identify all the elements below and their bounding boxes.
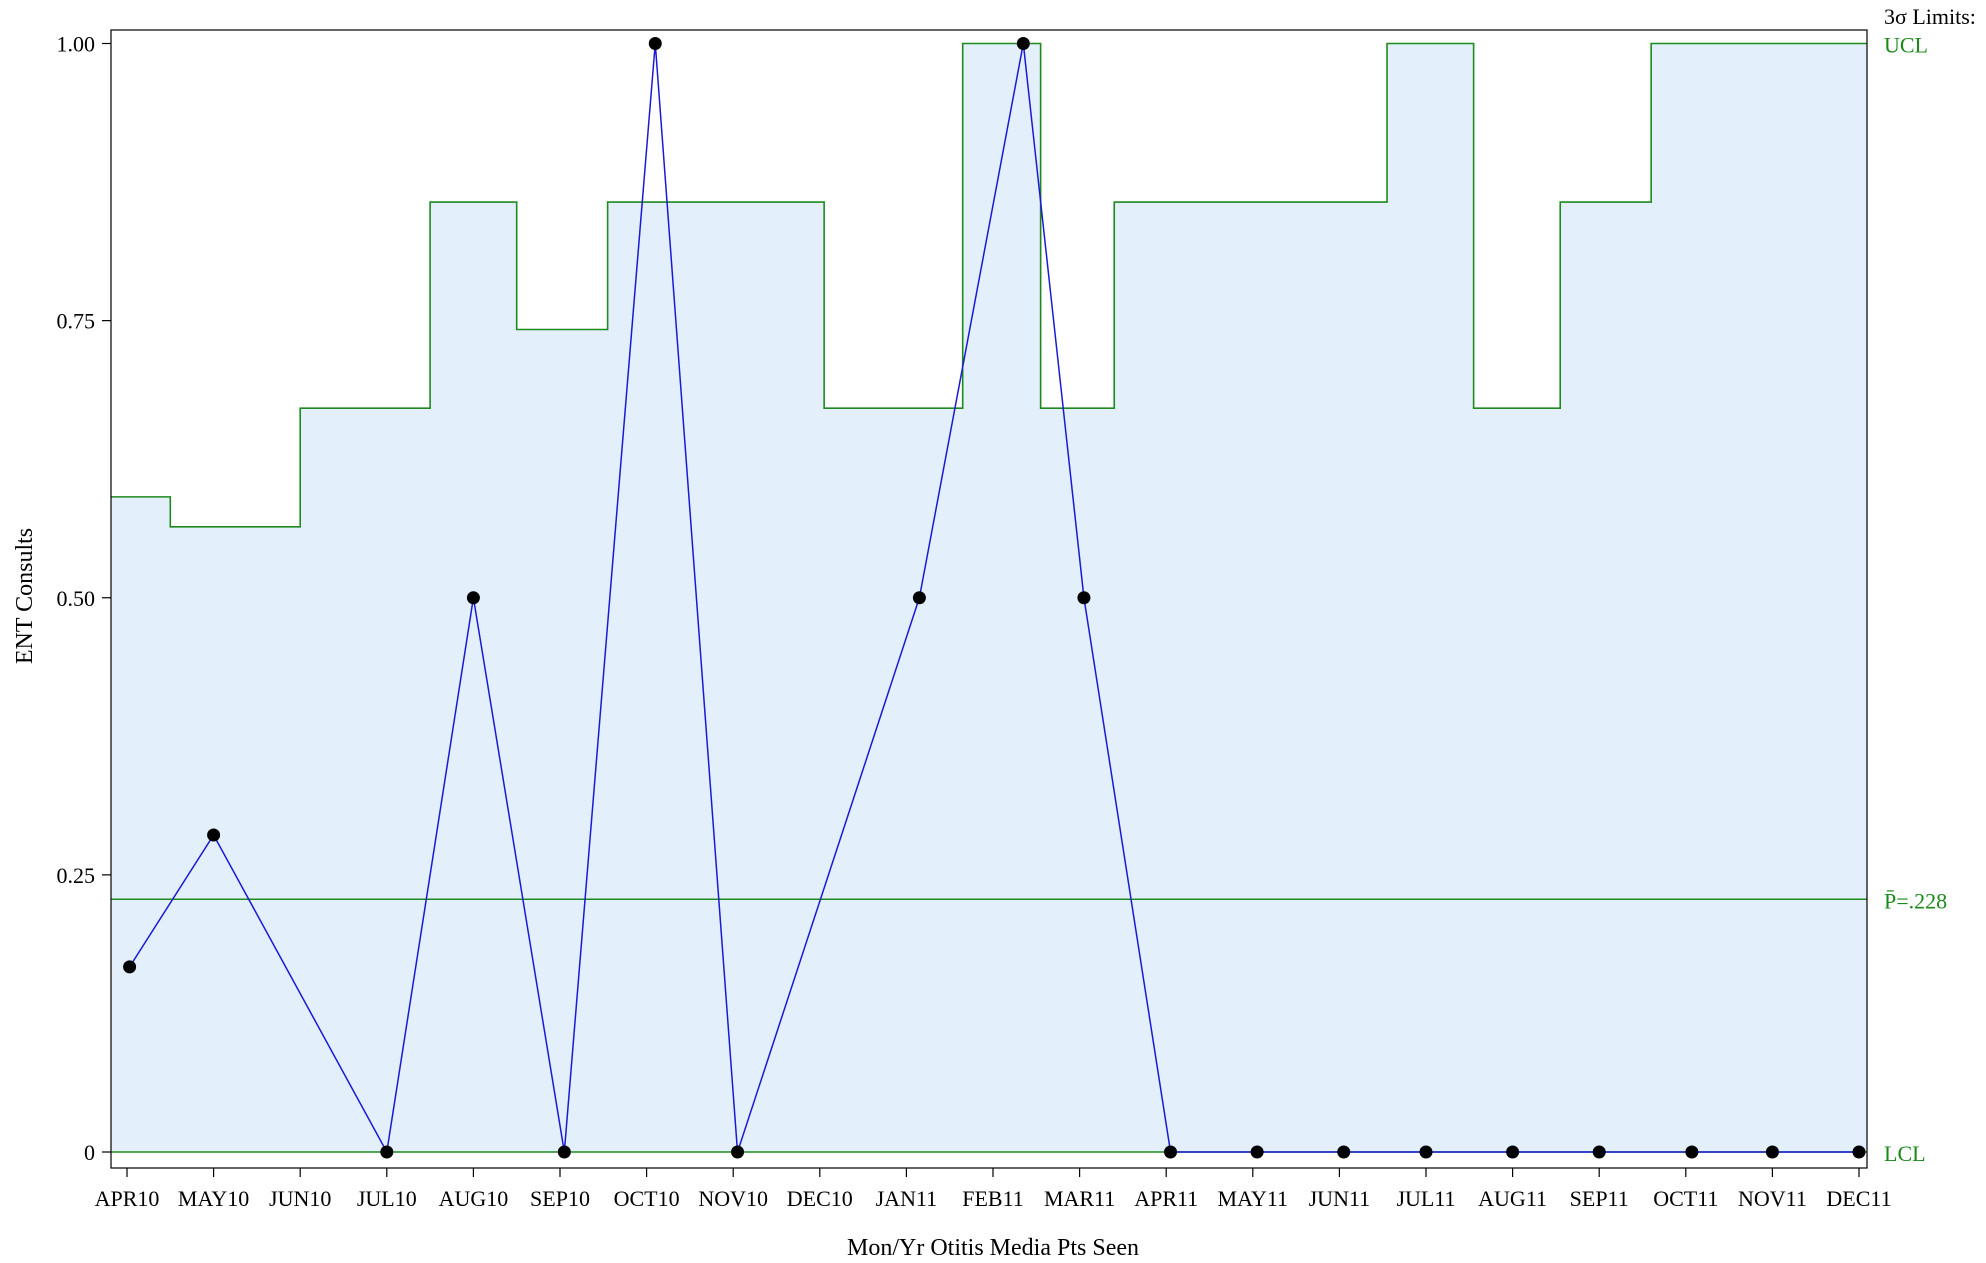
- x-tick-label: NOV11: [1738, 1186, 1807, 1211]
- x-tick-label: MAY10: [178, 1186, 249, 1211]
- data-point: [648, 37, 662, 50]
- x-tick-label: MAR11: [1044, 1186, 1115, 1211]
- x-tick-label: APR10: [95, 1186, 160, 1211]
- data-point: [1419, 1145, 1433, 1159]
- data-point: [1337, 1145, 1351, 1159]
- lcl-label: LCL: [1884, 1141, 1926, 1166]
- data-point: [1506, 1145, 1520, 1159]
- x-tick-label: AUG11: [1478, 1186, 1547, 1211]
- x-tick-label: JUN10: [269, 1186, 331, 1211]
- x-tick-label: DEC10: [787, 1186, 853, 1211]
- data-point: [912, 591, 926, 605]
- data-point: [1592, 1145, 1606, 1159]
- x-tick-label: JUN11: [1309, 1186, 1371, 1211]
- data-series: [123, 37, 1866, 1159]
- control-limit-band: [111, 43, 1867, 1152]
- x-tick-label: JAN11: [876, 1186, 938, 1211]
- ucl-line: [111, 42, 1867, 528]
- data-point: [557, 1145, 571, 1159]
- data-point: [731, 1145, 745, 1159]
- data-point: [1164, 1145, 1178, 1159]
- y-tick-label: 1.00: [57, 32, 96, 57]
- x-tick-label: APR11: [1134, 1186, 1198, 1211]
- x-tick-label: JUL10: [357, 1186, 417, 1211]
- x-tick-label: OCT10: [614, 1186, 680, 1211]
- y-tick-label: 0.25: [57, 863, 96, 888]
- axes: 0 0.25 0.50 0.75 1.00 APR10 MAY10 JUN10 JUL10 AUG…: [57, 32, 1892, 1212]
- center-line-label: P̄=.228: [1884, 888, 1947, 913]
- x-tick-label: OCT11: [1653, 1186, 1718, 1211]
- data-point: [123, 960, 137, 974]
- x-tick-label: NOV10: [698, 1186, 768, 1211]
- x-tick-label: AUG10: [439, 1186, 509, 1211]
- y-tick-label: 0: [84, 1140, 95, 1165]
- ucl-label: UCL: [1884, 33, 1928, 58]
- data-point: [1250, 1145, 1264, 1159]
- data-point: [466, 591, 480, 605]
- plot-frame: [110, 29, 1868, 1169]
- limits-title: 3σ Limits:: [1884, 4, 1976, 29]
- x-tick-label: JUL11: [1396, 1186, 1455, 1211]
- data-point: [207, 828, 221, 842]
- y-tick-label: 0.50: [57, 586, 96, 611]
- y-axis-label: ENT Consults: [12, 528, 38, 664]
- data-point: [1016, 37, 1030, 50]
- x-tick-label: SEP10: [530, 1186, 590, 1211]
- y-tick-label: 0.75: [57, 309, 96, 334]
- data-point: [1685, 1145, 1699, 1159]
- data-point: [1852, 1145, 1866, 1159]
- x-axis-label: Mon/Yr Otitis Media Pts Seen: [847, 1235, 1139, 1261]
- x-tick-label: SEP11: [1570, 1186, 1629, 1211]
- data-point: [1077, 591, 1091, 605]
- x-tick-label: DEC11: [1826, 1186, 1891, 1211]
- limit-band-fill: [111, 43, 1867, 1152]
- data-point: [1765, 1145, 1779, 1159]
- data-point: [380, 1145, 394, 1159]
- x-tick-label: FEB11: [962, 1186, 1024, 1211]
- x-tick-label: MAY11: [1218, 1186, 1289, 1211]
